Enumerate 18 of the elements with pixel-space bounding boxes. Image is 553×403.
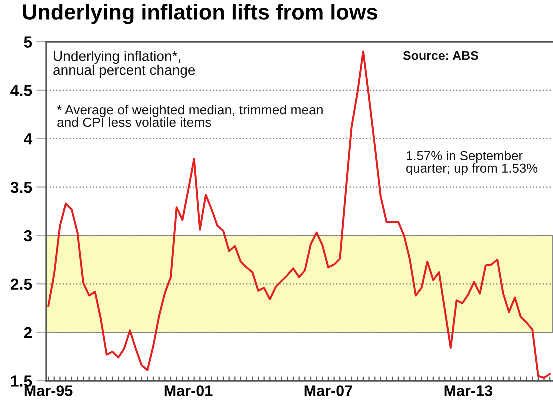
annotation: Source: ABS [403, 51, 478, 60]
line-series [48, 50, 552, 380]
x-tick-label: Mar-13 [444, 386, 493, 396]
annotation: 1.57% in September quarter; up from 1.53% [406, 151, 538, 176]
y-tick-label: 3.5 [10, 182, 32, 194]
y-tick-label: 4 [24, 134, 33, 145]
annotation: Underlying inflation*, annual percent change [54, 51, 196, 78]
y-tick-label: 4.5 [10, 85, 32, 96]
y-tick-label: 2.5 [10, 278, 32, 290]
y-tick-label: 3 [24, 230, 32, 242]
chart-title: Underlying inflation lifts from lows [23, 4, 378, 24]
annotation: * Average of weighted median, trimmed mean and CPI less volatile items [57, 105, 323, 128]
y-tick-label: 1.5 [11, 376, 32, 387]
x-tick-label: Mar-07 [304, 386, 352, 396]
x-tick-label: Mar-01 [164, 386, 213, 396]
y-tick-label: 2 [24, 327, 32, 338]
y-tick-label: 5 [24, 36, 32, 48]
x-tick-label: Mar-95 [24, 386, 73, 396]
